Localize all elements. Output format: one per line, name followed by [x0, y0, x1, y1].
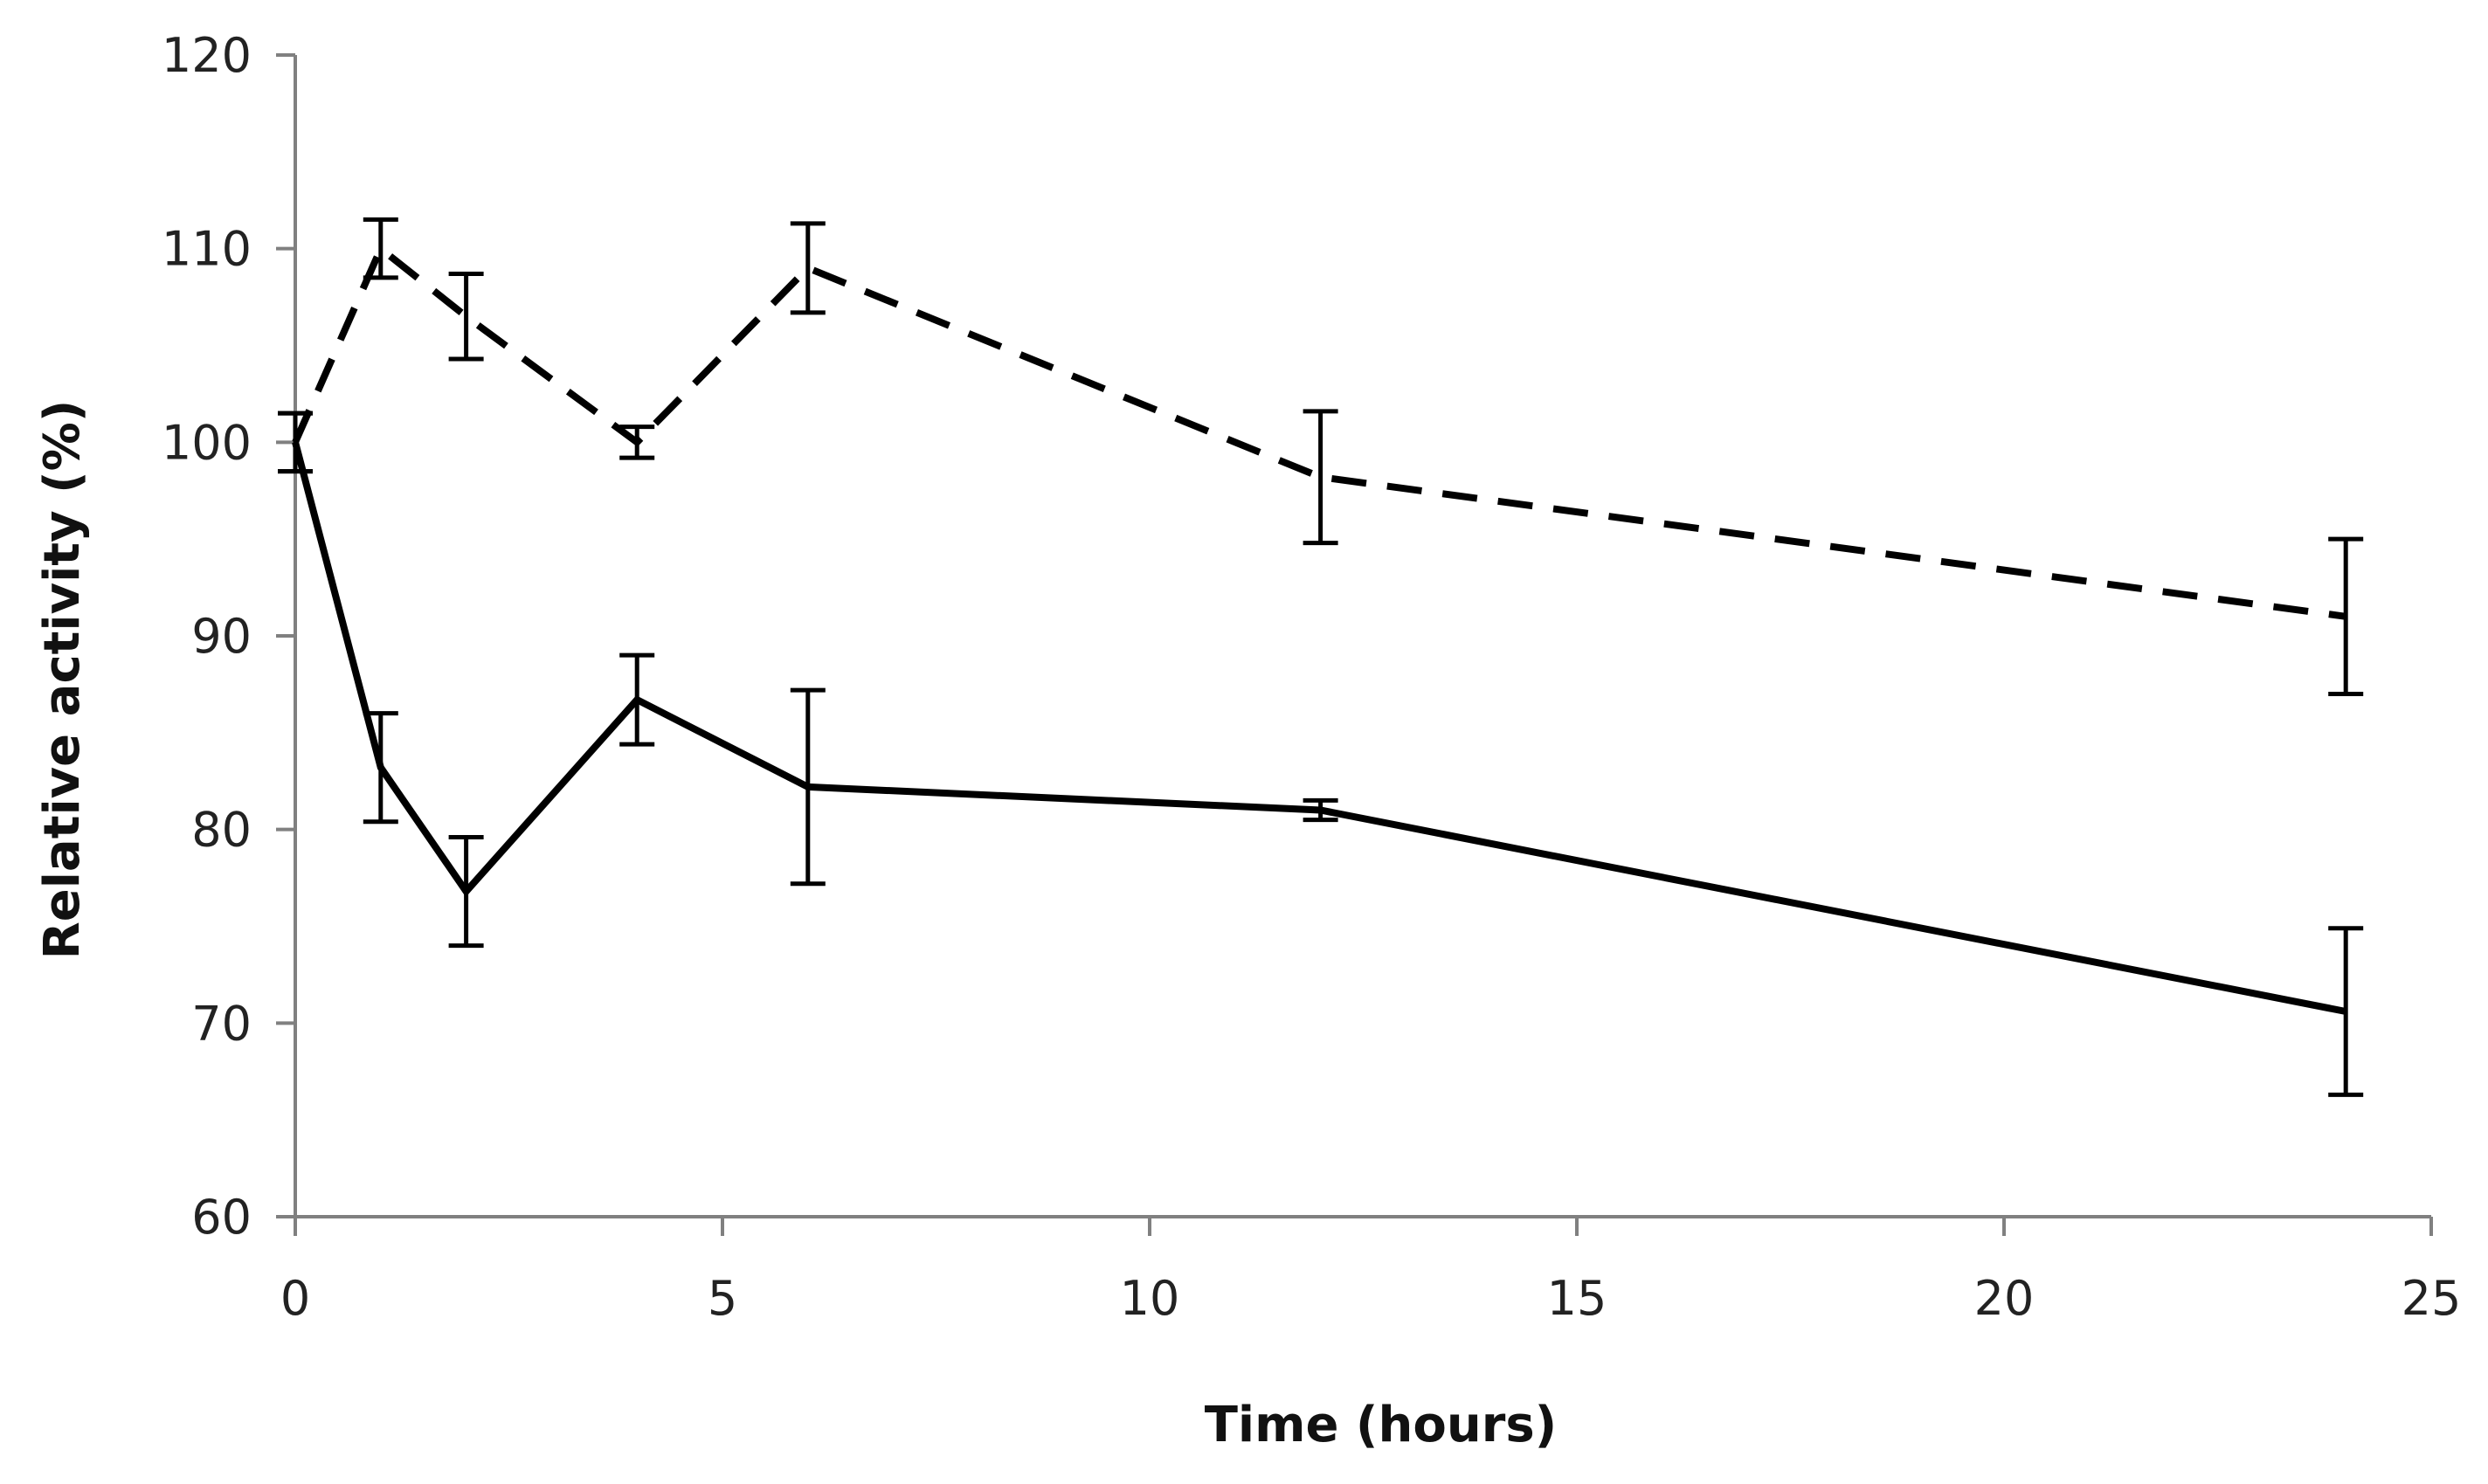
series-solid [278, 411, 2364, 1097]
series-dashed [278, 217, 2364, 696]
x-axis-title: Time (hours) [1205, 1397, 1558, 1453]
error-bar [2328, 926, 2364, 1097]
series-line-solid [292, 441, 2346, 1015]
y-axis-title: Relative activity (%) [34, 400, 91, 960]
x-tick-label: 15 [1547, 1271, 1607, 1326]
y-tick-label: 70 [191, 996, 252, 1051]
x-tick-label: 10 [1120, 1271, 1180, 1326]
y-tick-label: 90 [191, 609, 252, 664]
error-bar [2328, 536, 2364, 696]
y-tick-label: 100 [162, 415, 252, 470]
series-line-dashed [292, 243, 2346, 620]
x-tick-label: 5 [708, 1271, 737, 1326]
series-layer [278, 217, 2364, 1097]
y-ticks: 60 70 80 90 100 110 120 [162, 28, 295, 1245]
x-tick-label: 0 [280, 1271, 310, 1326]
error-bar [790, 221, 826, 315]
x-tick-label: 20 [1974, 1271, 2035, 1326]
axes [294, 55, 2431, 1218]
x-tick-label: 25 [2402, 1271, 2462, 1326]
error-bar [448, 271, 484, 362]
error-bar [1303, 409, 1338, 546]
y-tick-label: 60 [191, 1190, 252, 1245]
y-tick-label: 80 [191, 803, 252, 858]
y-tick-label: 120 [162, 28, 252, 83]
x-ticks: 0 5 10 15 20 25 [280, 1217, 2462, 1326]
y-tick-label: 110 [162, 222, 252, 277]
